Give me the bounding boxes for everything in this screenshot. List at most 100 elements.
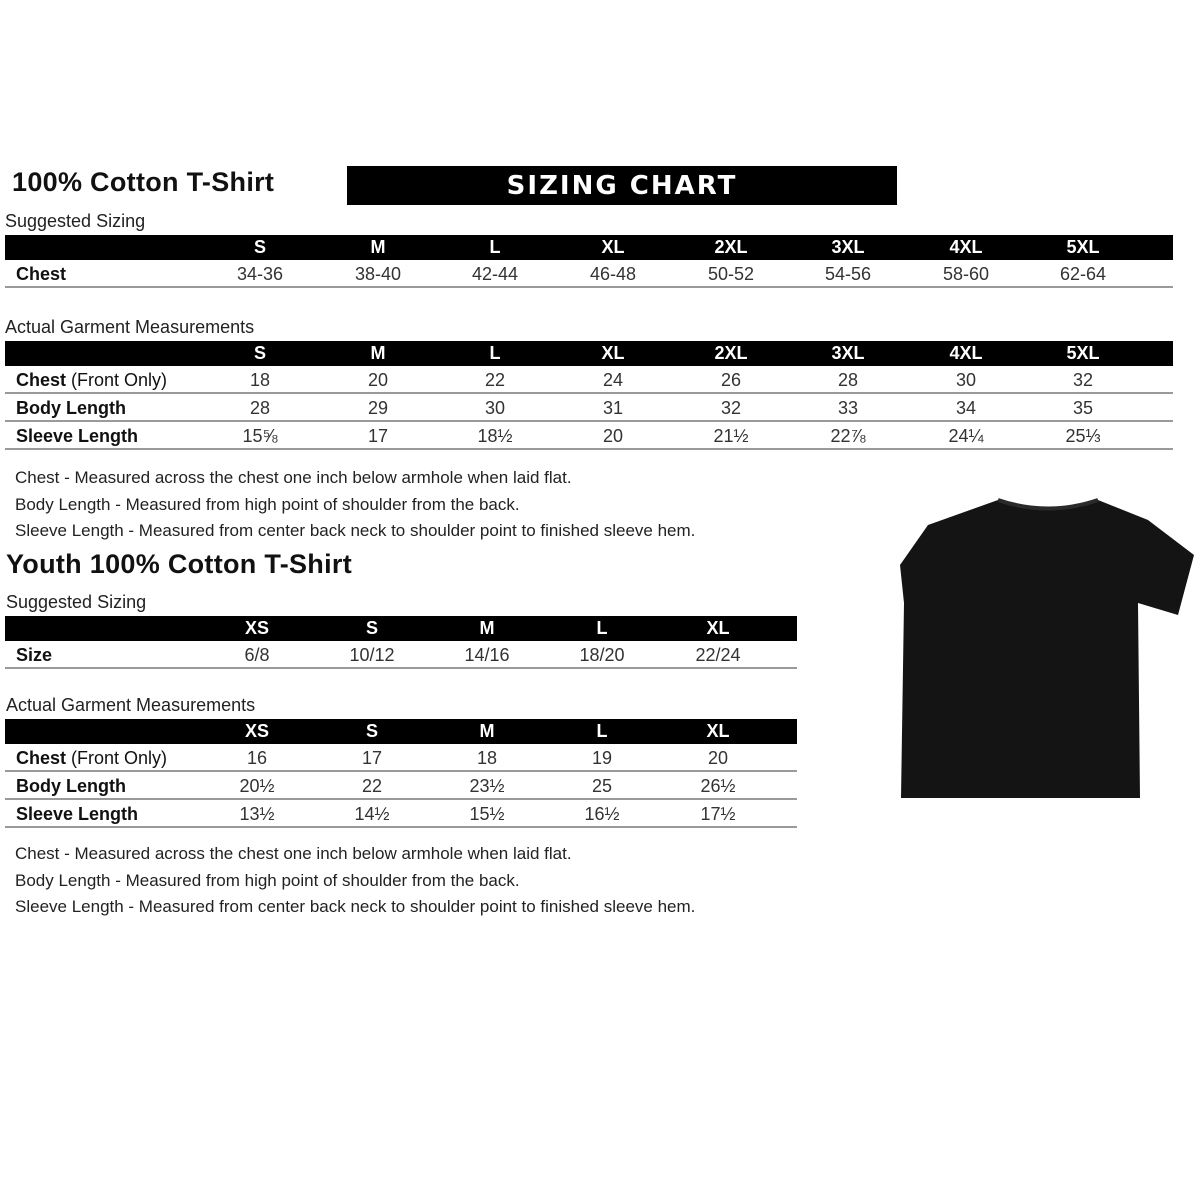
table-cell: 28 <box>837 370 859 390</box>
table-cell: 33 <box>837 398 859 418</box>
row-label-text: Body Length <box>16 776 126 796</box>
table-cell: 14/16 <box>464 645 510 665</box>
row-label: Sleeve Length <box>16 422 138 450</box>
row-label: Chest (Front Only) <box>16 366 167 394</box>
table-cell: 32 <box>720 398 742 418</box>
size-header-bar: XS S M L XL <box>5 616 797 641</box>
adult-title: 100% Cotton T-Shirt <box>12 167 275 197</box>
size-header-4xl: 4XL <box>949 343 983 363</box>
table-cell: 19 <box>591 748 613 768</box>
row-label: Chest (Front Only) <box>16 744 167 772</box>
table-cell: 22 <box>484 370 506 390</box>
row-label-text: Chest <box>16 264 67 284</box>
table-cell: 26 <box>720 370 742 390</box>
table-cell: 25 <box>591 776 613 796</box>
table-cell: 50-52 <box>707 264 755 284</box>
youth-note-chest: Chest - Measured across the chest one in… <box>15 844 572 863</box>
table-cell: 58-60 <box>942 264 990 284</box>
table-row: Body Length 28 29 30 31 32 33 34 35 <box>5 394 1173 422</box>
table-cell: 14½ <box>354 804 390 824</box>
sizing-chart-banner: SIZING CHART <box>347 166 897 205</box>
table-row: Size 6/8 10/12 14/16 18/20 22/24 <box>5 641 797 669</box>
size-header-s: S <box>365 618 379 638</box>
table-cell: 46-48 <box>589 264 637 284</box>
table-cell: 24 <box>602 370 624 390</box>
table-cell: 24¼ <box>948 426 984 446</box>
row-label-suffix: (Front Only) <box>66 370 168 390</box>
table-cell: 18½ <box>477 426 513 446</box>
row-label-text: Size <box>16 645 53 665</box>
table-cell: 34 <box>955 398 977 418</box>
row-divider <box>5 392 1173 394</box>
size-header-bar: XS S M L XL <box>5 719 797 744</box>
row-divider <box>5 770 797 772</box>
table-cell: 6/8 <box>244 645 270 665</box>
size-header-m: M <box>479 721 495 741</box>
size-header-xl: XL <box>601 343 625 363</box>
size-header-m: M <box>370 237 386 257</box>
youth-suggested-label: Suggested Sizing <box>6 592 147 612</box>
size-header-bar: S M L XL 2XL 3XL 4XL 5XL <box>5 341 1173 366</box>
size-header-3xl: 3XL <box>831 343 865 363</box>
row-label-suffix: (Front Only) <box>66 748 168 768</box>
table-cell: 18 <box>476 748 498 768</box>
row-label-text: Chest <box>16 748 67 768</box>
table-cell: 34-36 <box>236 264 284 284</box>
table-cell: 17 <box>367 426 389 446</box>
row-label: Size <box>16 641 52 669</box>
size-header-3xl: 3XL <box>831 237 865 257</box>
size-header-xl: XL <box>706 721 730 741</box>
row-label: Chest <box>16 260 66 288</box>
adult-note-sleeve: Sleeve Length - Measured from center bac… <box>15 521 696 540</box>
table-cell: 30 <box>484 398 506 418</box>
size-header-xs: XS <box>244 721 270 741</box>
row-label: Body Length <box>16 394 126 422</box>
table-row: Chest 34-36 38-40 42-44 46-48 50-52 54-56 58-60… <box>5 260 1173 288</box>
row-divider <box>5 826 797 828</box>
size-header-xs: XS <box>244 618 270 638</box>
table-cell: 21½ <box>713 426 749 446</box>
adult-note-chest: Chest - Measured across the chest one in… <box>15 468 572 487</box>
row-divider <box>5 798 797 800</box>
youth-title: Youth 100% Cotton T-Shirt <box>6 549 352 579</box>
table-cell: 15½ <box>469 804 505 824</box>
size-header-5xl: 5XL <box>1066 343 1100 363</box>
table-cell: 35 <box>1072 398 1094 418</box>
size-header-s: S <box>253 343 267 363</box>
table-cell: 32 <box>1072 370 1094 390</box>
table-cell: 42-44 <box>471 264 519 284</box>
table-row: Chest (Front Only) 18 20 22 24 26 28 30 32 <box>5 366 1173 394</box>
table-cell: 22/24 <box>695 645 741 665</box>
table-row: Sleeve Length 13½ 14½ 15½ 16½ 17½ <box>5 800 797 828</box>
size-header-l: L <box>489 343 501 363</box>
table-cell: 54-56 <box>824 264 872 284</box>
table-cell: 18 <box>249 370 271 390</box>
table-cell: 17 <box>361 748 383 768</box>
row-label-text: Body Length <box>16 398 126 418</box>
table-cell: 20½ <box>239 776 275 796</box>
adult-note-body: Body Length - Measured from high point o… <box>15 495 520 514</box>
size-header-2xl: 2XL <box>714 237 748 257</box>
youth-actual-label: Actual Garment Measurements <box>6 695 256 715</box>
size-header-s: S <box>253 237 267 257</box>
size-header-l: L <box>596 721 608 741</box>
table-cell: 20 <box>707 748 729 768</box>
size-header-bar: S M L XL 2XL 3XL 4XL 5XL <box>5 235 1173 260</box>
size-header-5xl: 5XL <box>1066 237 1100 257</box>
table-cell: 38-40 <box>354 264 402 284</box>
row-label-text: Chest <box>16 370 67 390</box>
size-header-l: L <box>489 237 501 257</box>
row-label-text: Sleeve Length <box>16 804 139 824</box>
table-row: Sleeve Length 15⅝ 17 18½ 20 21½ 22⅞ 24¼ 25⅓ <box>5 422 1173 450</box>
table-cell: 20 <box>367 370 389 390</box>
size-header-xl: XL <box>706 618 730 638</box>
row-label: Body Length <box>16 772 126 800</box>
row-divider <box>5 420 1173 422</box>
table-row: Chest (Front Only) 16 17 18 19 20 <box>5 744 797 772</box>
table-cell: 62-64 <box>1059 264 1107 284</box>
row-label-text: Sleeve Length <box>16 426 139 446</box>
table-cell: 25⅓ <box>1065 426 1101 446</box>
row-divider <box>5 448 1173 450</box>
size-header-m: M <box>479 618 495 638</box>
adult-suggested-label: Suggested Sizing <box>5 211 146 231</box>
